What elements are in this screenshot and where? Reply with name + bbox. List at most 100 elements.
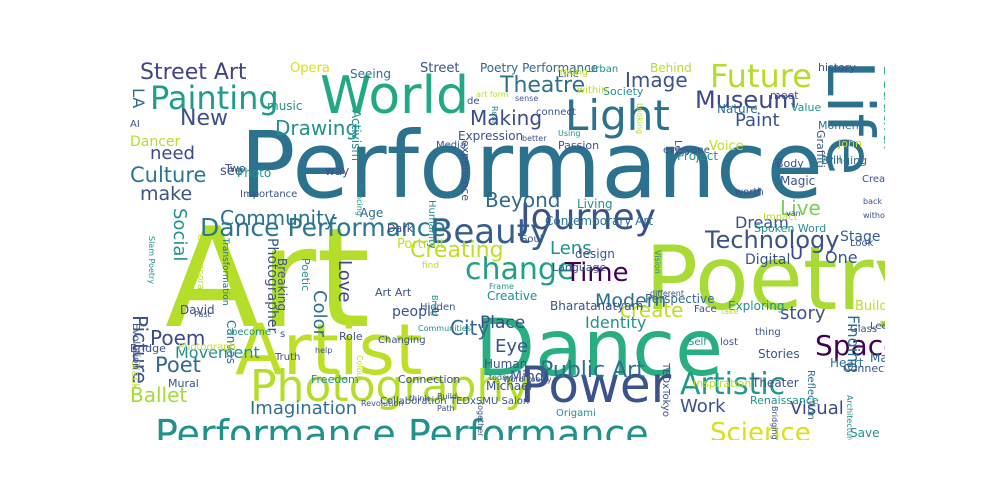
word-history: history — [818, 61, 856, 74]
word-city: City — [450, 316, 490, 340]
word-poet: Poet — [155, 353, 201, 377]
word-john: John — [838, 137, 862, 150]
word-identity: Identity — [585, 313, 647, 332]
word-stage: Stage — [840, 229, 881, 245]
word-love: Love — [334, 260, 355, 303]
word-visual: Visual — [790, 398, 844, 419]
word-future: Future — [710, 60, 812, 95]
word-color: Color — [309, 290, 330, 337]
word-living: Living — [577, 197, 613, 211]
word-theater: Theater — [752, 376, 799, 390]
word-seeing: Seeing — [350, 67, 391, 81]
word-magic: Magic — [780, 174, 816, 188]
word-connecting: Connecting — [843, 362, 885, 375]
word-way: way — [325, 164, 350, 178]
word-dancing: Dancing — [355, 183, 364, 216]
word-face: Face — [694, 304, 717, 315]
word-eye: Eye — [495, 336, 529, 357]
word-cloud: ArtPerformancePoetryDance Artist World Life… — [125, 60, 885, 440]
word-human: Human — [484, 357, 528, 371]
word-poem: Poem — [150, 326, 206, 350]
word-experience: experience — [459, 140, 472, 201]
word-society: Society — [603, 85, 644, 98]
word-revolution: Revolution — [361, 399, 404, 408]
word-creativity: Creativity — [862, 174, 885, 185]
word-renaissance: Renaissance — [750, 394, 819, 407]
word-lost: lost — [720, 337, 739, 348]
word-using: Using — [558, 129, 581, 138]
word-performance: Performance — [240, 112, 823, 219]
word-language: Language — [552, 261, 607, 274]
word-young: Young — [558, 67, 588, 78]
word-new: New — [180, 106, 228, 131]
word-bringing: Bringing — [821, 154, 868, 167]
word-breaking: Breaking — [275, 258, 289, 312]
word-media: Media — [436, 140, 467, 151]
word-importance: Importance — [240, 189, 298, 200]
word-beautiful: Beautiful — [879, 65, 885, 151]
word-building: Building — [855, 299, 885, 314]
word-think: think — [409, 394, 430, 403]
word-lee: Lee — [870, 321, 885, 332]
word-bring: Bring — [430, 295, 439, 317]
word-de: de — [467, 96, 480, 107]
word-spoken-word: Spoken Word — [754, 222, 827, 235]
word-black: Black — [129, 360, 142, 390]
word-project: Project — [677, 149, 719, 163]
word-live: Live — [780, 196, 821, 220]
word-movement: Movement — [175, 343, 260, 362]
word-today: today — [489, 373, 512, 382]
word-dream: Dream — [735, 213, 789, 232]
word-story: story — [780, 303, 826, 324]
word-dancer: Dancer — [130, 134, 181, 150]
word-exploring: Exploring — [728, 299, 785, 313]
word-portrait: Portrait — [397, 237, 445, 252]
word-better: better — [522, 134, 547, 143]
word-mural: Mural — [168, 377, 199, 390]
word-science: Science — [710, 418, 811, 440]
word-poetry: Poetry — [645, 227, 885, 330]
word-connect: connect — [536, 107, 576, 118]
word-colour: Colour — [355, 355, 364, 381]
word-role: Role — [339, 330, 363, 343]
word-create: create — [620, 298, 684, 322]
word-back: back — [863, 197, 883, 206]
word-community: Community — [220, 206, 336, 230]
word-creative: Creative — [487, 289, 538, 303]
word-photographer: Photographer — [264, 238, 280, 334]
word-worth: worth — [735, 187, 764, 198]
word-theatre: Theatre — [500, 73, 586, 98]
word-power: Power — [520, 356, 672, 414]
word-different: different — [650, 289, 684, 298]
word-self: Self — [688, 337, 707, 348]
word-frame: Frame — [489, 282, 514, 291]
word-evolution: Evolution — [130, 323, 141, 370]
word-communities: Communities — [418, 324, 471, 333]
word-u: U — [790, 243, 804, 264]
word-inspiration: Inspiration — [693, 377, 752, 390]
word-art-form: art form — [476, 90, 509, 99]
word-museum: Museum — [695, 86, 797, 114]
word-s: s — [280, 329, 286, 340]
word-help: help — [315, 346, 333, 355]
word-age: Age — [360, 206, 384, 220]
word-vision: Vision — [653, 250, 662, 274]
word-beyond: Beyond — [485, 188, 561, 212]
word-artist: Artist — [235, 309, 423, 391]
word-behind: Behind — [650, 61, 692, 75]
word-real: Real — [490, 106, 499, 124]
word-michael: Michael — [486, 379, 532, 393]
word-see: see — [220, 164, 243, 179]
word-street: Street — [420, 61, 460, 76]
word-truth: Truth — [275, 352, 301, 363]
word-matter: Matter — [870, 351, 885, 365]
word-meet: meet — [770, 89, 799, 102]
word-take: take — [721, 307, 739, 316]
word-art: Art — [165, 198, 371, 359]
word-space: Space — [815, 329, 885, 362]
word-poetry-performance: Poetry Performance — [480, 61, 599, 75]
word-urban: Urban — [588, 64, 619, 75]
word-thing: thing — [755, 327, 781, 338]
word-paint: Paint — [735, 110, 780, 131]
word-build: Build — [437, 392, 458, 401]
